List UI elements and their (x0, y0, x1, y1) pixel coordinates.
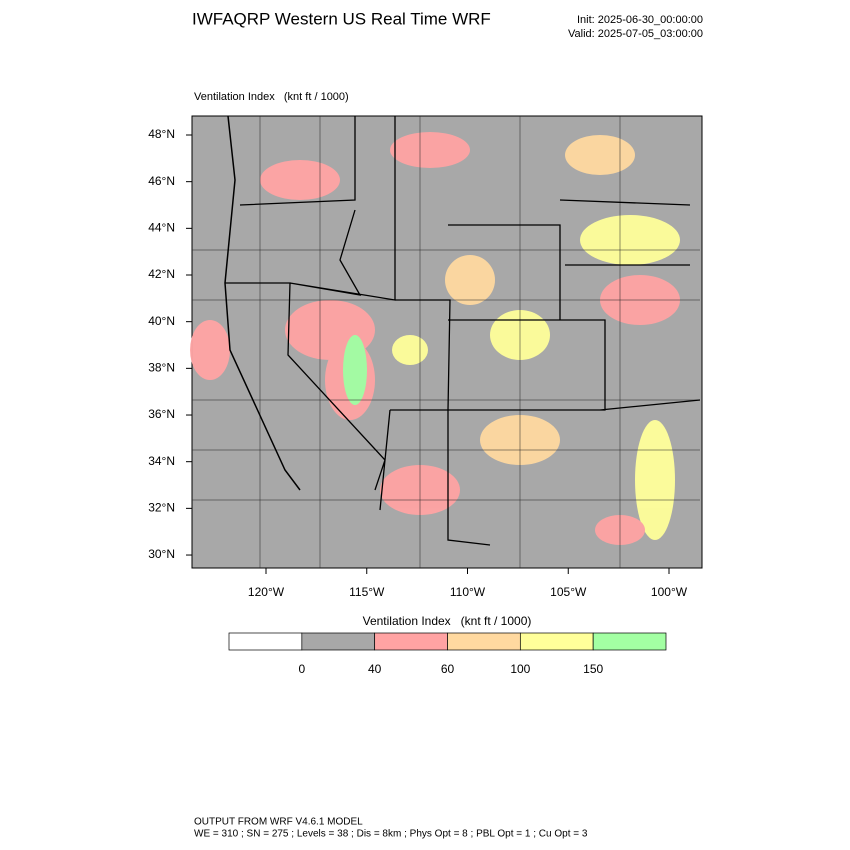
footer-line: WE = 310 ; SN = 275 ; Levels = 38 ; Dis … (194, 829, 588, 840)
valid-time: Valid: 2025-07-05_03:00:00 (568, 28, 703, 40)
colorbar-box (301, 632, 376, 651)
map-title: Ventilation Index (knt ft / 1000) (194, 91, 349, 103)
lon-label: 120°W (248, 585, 285, 599)
lon-label: 110°W (450, 585, 486, 599)
colorbar-label: 100 (510, 662, 530, 676)
lon-label: 105°W (550, 585, 587, 599)
footer-line: OUTPUT FROM WRF V4.6.1 MODEL (194, 817, 363, 828)
colorbar-box (592, 632, 667, 651)
colorbar-box (519, 632, 594, 651)
lat-labels: 48°N 46°N 44°N 42°N 40°N 38°N 36°N 34°N 32°N 30°N (148, 127, 192, 561)
lat-label: 36°N (148, 407, 175, 421)
lat-label: 34°N (148, 454, 175, 468)
lon-labels: 120°W 115°W 110°W 105°W 100°W (248, 568, 688, 599)
lat-label: 32°N (148, 501, 175, 515)
colorbar-label: 60 (441, 662, 455, 676)
page-title: IWFAQRP Western US Real Time WRF (192, 9, 491, 28)
lon-label: 100°W (651, 585, 688, 599)
lon-label: 115°W (349, 585, 385, 599)
lat-label: 44°N (148, 221, 175, 235)
lat-label: 38°N (148, 361, 175, 375)
init-time: Init: 2025-06-30_00:00:00 (577, 14, 703, 26)
colorbar-label: 150 (583, 662, 603, 676)
lat-label: 42°N (148, 267, 175, 281)
map (190, 115, 703, 569)
colorbar-label: 40 (368, 662, 382, 676)
lat-label: 40°N (148, 314, 175, 328)
colorbar-title: Ventilation Index (knt ft / 1000) (363, 614, 532, 628)
lat-label: 48°N (148, 127, 175, 141)
colorbar-label: 0 (298, 662, 305, 676)
colorbar-box (447, 632, 521, 651)
colorbar-box (228, 632, 303, 651)
lat-label: 46°N (148, 174, 175, 188)
colorbar: 0 40 60 100 150 (228, 632, 667, 676)
colorbar-box (374, 632, 448, 651)
lat-label: 30°N (148, 547, 175, 561)
